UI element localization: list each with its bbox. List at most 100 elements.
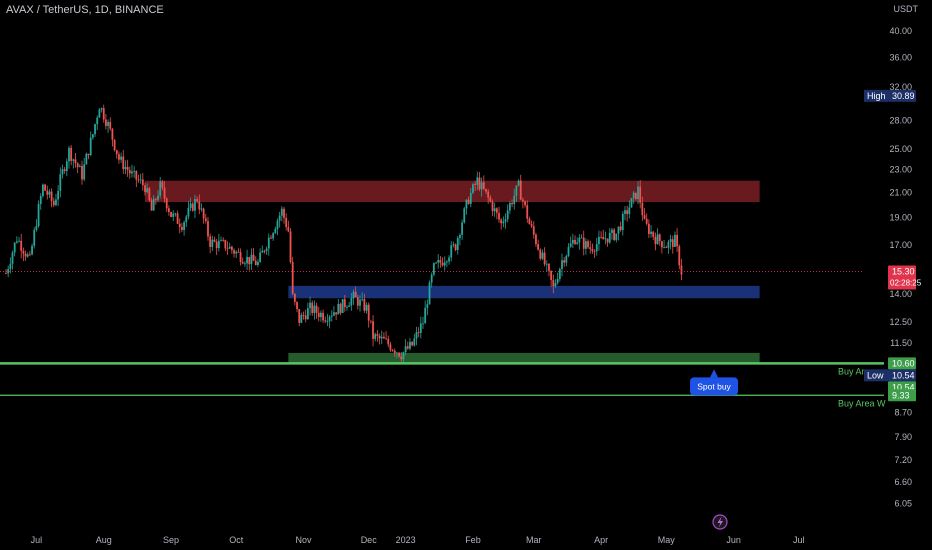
candle-body: [669, 239, 672, 242]
candle-body: [578, 237, 581, 243]
candle-body: [356, 297, 359, 306]
candle: [376, 329, 379, 342]
price-label-0: 30.89 High: [864, 89, 916, 102]
candle: [315, 302, 318, 319]
candle: [637, 181, 639, 205]
candle-body: [167, 208, 170, 212]
candle-body: [315, 305, 318, 313]
candle: [194, 194, 196, 219]
lightning-icon[interactable]: [712, 514, 728, 530]
candle-body: [400, 356, 403, 360]
candle-body: [241, 262, 244, 264]
candle: [556, 272, 559, 285]
candle: [363, 293, 366, 313]
candle: [498, 206, 500, 223]
candle: [591, 243, 594, 254]
candle-body: [302, 314, 305, 316]
candle-body: [495, 208, 498, 213]
candle-body: [500, 219, 503, 224]
candle-body: [626, 210, 629, 215]
candle: [604, 231, 607, 245]
candle: [535, 232, 537, 247]
candle-body: [435, 262, 437, 264]
candle-body: [591, 249, 594, 252]
candle: [472, 182, 474, 195]
candle: [528, 216, 531, 225]
candle: [131, 164, 133, 178]
candle-body: [161, 181, 164, 188]
candle: [658, 233, 661, 246]
price-label-2: 10.60: [888, 357, 916, 370]
price-tick-label: 12.50: [889, 317, 912, 327]
candle-body: [200, 208, 203, 210]
candle-body: [333, 312, 335, 316]
candle: [611, 227, 613, 240]
candle-body: [244, 263, 246, 265]
price-tick-label: 40.00: [889, 26, 912, 36]
candle-body: [113, 139, 116, 151]
time-tick-label: 2023: [396, 535, 416, 545]
candle-body: [257, 261, 259, 266]
candle-body: [515, 185, 518, 196]
candle-body: [213, 239, 216, 242]
price-tick-label: 8.70: [894, 408, 912, 418]
candle-body: [541, 252, 544, 259]
candle-body: [463, 208, 466, 223]
candle-body: [183, 222, 185, 231]
candle-body: [426, 304, 429, 308]
candle: [439, 256, 442, 268]
candle: [267, 233, 270, 256]
candle-body: [461, 222, 463, 235]
candle-body: [252, 254, 255, 261]
candle-body: [33, 229, 36, 246]
labels-layer: 30.89High15.3002:28:2510.6010.54Low10.54…: [864, 89, 922, 402]
candle: [348, 301, 351, 308]
candle: [387, 335, 390, 348]
candle: [385, 331, 387, 340]
time-tick-label: Mar: [526, 535, 542, 545]
candle-body: [450, 245, 453, 258]
candle: [198, 194, 201, 215]
candle-body: [363, 298, 366, 311]
candle: [211, 235, 214, 252]
candle: [46, 185, 49, 200]
candle-body: [194, 199, 196, 211]
candle: [296, 301, 298, 313]
candle-body: [159, 181, 162, 196]
candle: [309, 296, 311, 316]
candle-body: [109, 121, 112, 129]
candle-body: [487, 191, 490, 198]
candle: [396, 351, 398, 359]
candle: [383, 332, 385, 339]
callout-pointer: [710, 369, 719, 378]
candle-body: [430, 274, 433, 283]
candle: [500, 218, 503, 230]
candle-body: [634, 192, 637, 200]
candle: [209, 233, 212, 254]
candle-body: [94, 124, 96, 135]
price-tick-label: 11.50: [890, 338, 912, 348]
candle: [428, 280, 431, 305]
candle: [593, 249, 596, 258]
candle: [52, 197, 55, 208]
candle: [176, 210, 179, 225]
candle-body: [46, 190, 49, 195]
candle-body: [306, 308, 309, 320]
candle: [265, 246, 268, 255]
candle-body: [383, 336, 385, 339]
annotation-0: Buy Area ...: [838, 366, 885, 376]
candle: [31, 243, 33, 256]
candle: [419, 316, 422, 339]
candle-body: [571, 239, 574, 244]
candle: [569, 236, 572, 248]
candle-body: [374, 334, 377, 339]
zone-2: [288, 352, 760, 364]
candle: [495, 207, 498, 220]
candle-body: [74, 159, 77, 164]
candle-body: [671, 239, 674, 247]
candle: [463, 206, 466, 224]
candle-body: [141, 179, 144, 186]
candle-body: [482, 182, 485, 189]
